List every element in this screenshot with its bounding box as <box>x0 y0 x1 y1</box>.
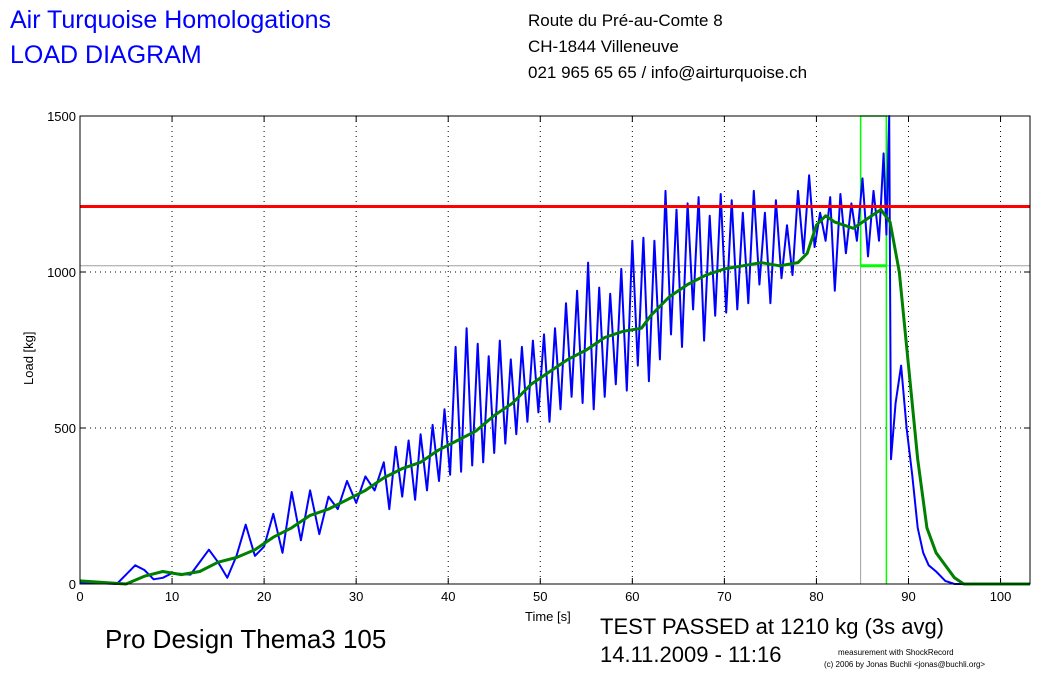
x-tick-label: 0 <box>76 589 83 604</box>
y-tick-label: 1000 <box>47 265 76 280</box>
plot-frame <box>79 115 1031 585</box>
document-type: LOAD DIAGRAM <box>10 41 202 69</box>
series-avg-line <box>79 208 1030 586</box>
test-result: TEST PASSED at 1210 kg (3s avg) <box>600 614 945 639</box>
x-axis-label: Time [s] <box>525 609 571 624</box>
x-tick-label: 20 <box>257 589 271 604</box>
grid <box>79 115 1030 585</box>
x-tick-label: 40 <box>441 589 455 604</box>
y-axis-label: Load [kg] <box>21 332 36 386</box>
address-line-2: CH-1844 Villeneuve <box>528 37 679 56</box>
y-tick-label: 1500 <box>47 109 76 124</box>
x-tick-label: 60 <box>625 589 639 604</box>
contact-line: 021 965 65 65 / info@airturquoise.ch <box>528 63 808 82</box>
company-title: Air Turquoise Homologations <box>10 6 331 34</box>
product-name: Pro Design Thema3 105 <box>105 624 387 654</box>
x-tick-label: 10 <box>165 589 179 604</box>
x-tick-label: 100 <box>990 589 1012 604</box>
x-tick-label: 50 <box>533 589 547 604</box>
x-tick-label: 80 <box>809 589 823 604</box>
series-raw-line <box>79 115 1030 585</box>
y-tick-label: 0 <box>69 577 76 592</box>
x-tick-label: 90 <box>901 589 915 604</box>
y-tick-label: 500 <box>54 421 76 436</box>
credit-line-2: (c) 2006 by Jonas Buchli <jonas@buchli.o… <box>824 660 986 669</box>
address-line-1: Route du Pré-au-Comte 8 <box>528 11 723 30</box>
series-lines <box>79 115 1030 586</box>
x-tick-label: 70 <box>717 589 731 604</box>
test-datetime: 14.11.2009 - 11:16 <box>600 642 782 667</box>
credit-line-1: measurement with ShockRecord <box>838 648 954 657</box>
x-tick-label: 30 <box>349 589 363 604</box>
